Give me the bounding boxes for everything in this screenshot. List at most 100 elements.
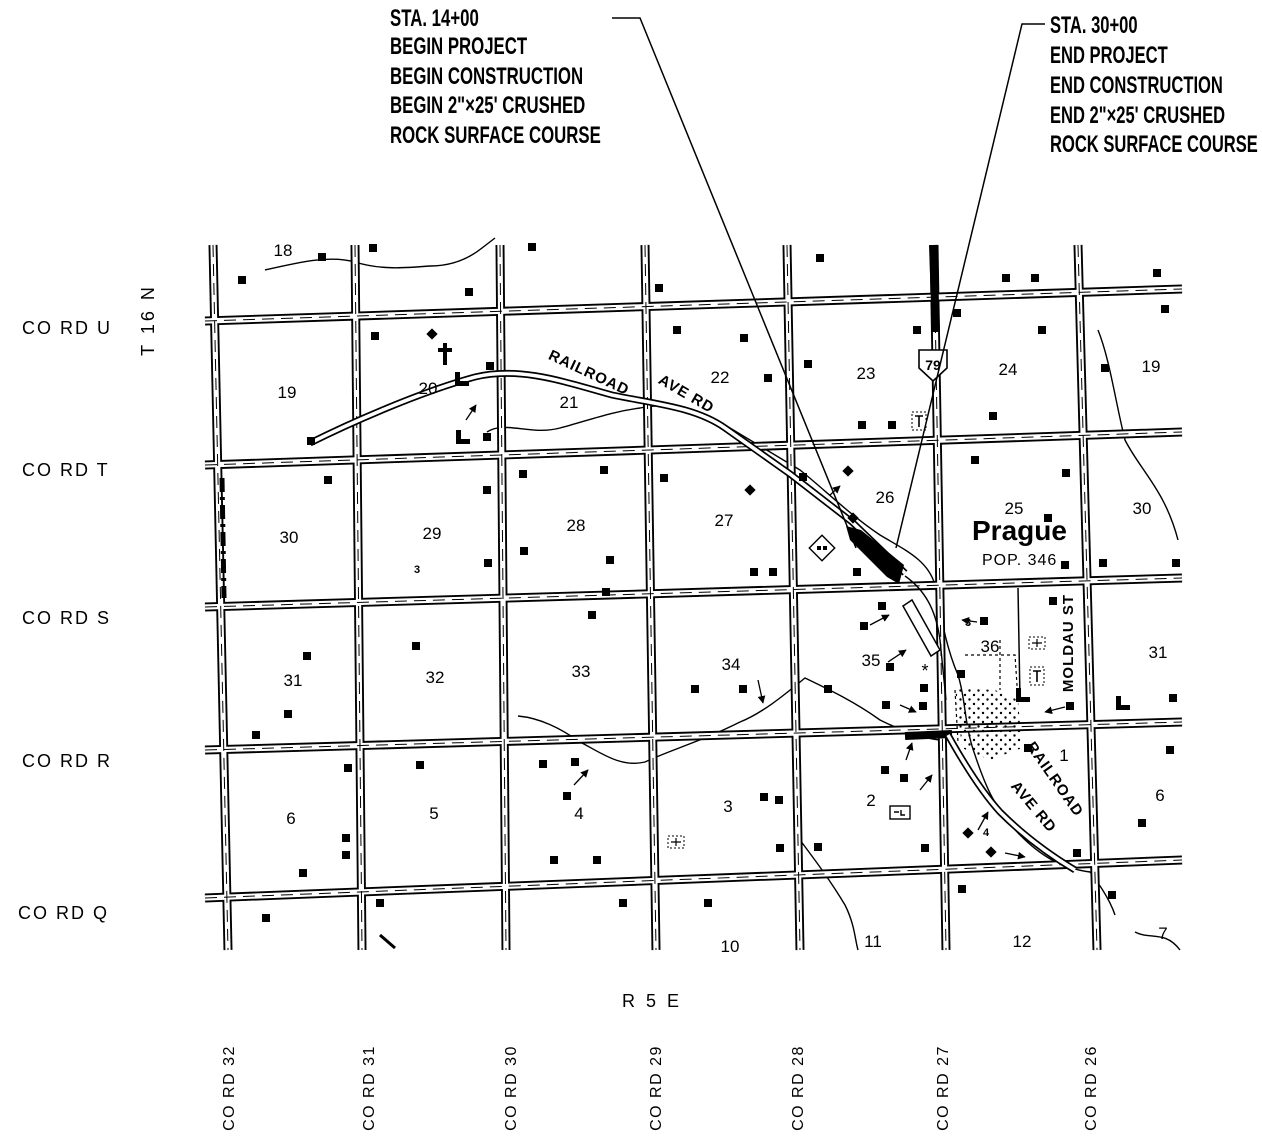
building-icon [303, 652, 311, 660]
stream-line [517, 677, 941, 764]
building-icon [342, 851, 350, 859]
building-icon [881, 766, 889, 774]
railroad-edge [944, 733, 1077, 874]
building-icon [416, 761, 424, 769]
map-labels: STA. 14+00 BEGIN PROJECT BEGIN CONSTRUCT… [18, 5, 1258, 1131]
building-icon [921, 844, 929, 852]
begin-surface-label: BEGIN 2"×25' CRUSHED [390, 92, 585, 119]
stream-line [1097, 329, 1179, 541]
arrow-icon [887, 649, 907, 663]
arrow-icon [919, 774, 933, 791]
building-icon [252, 731, 260, 739]
section-number: 19 [278, 383, 297, 402]
building-icon [1031, 274, 1039, 282]
road-label-co-rd-28: CO RD 28 [790, 1045, 807, 1131]
building-icon [860, 622, 868, 630]
road-fill [204, 857, 1183, 901]
road-label-co-rd-s: CO RD S [22, 608, 111, 628]
section-number: 34 [722, 655, 741, 674]
section-number: 18 [274, 241, 293, 260]
school-diamond [808, 534, 836, 562]
building-icon [1169, 694, 1177, 702]
building-icon [588, 611, 596, 619]
diamond-icon [962, 827, 974, 839]
road-centerline [499, 244, 507, 951]
building-icon [238, 276, 246, 284]
building-icon [900, 774, 908, 782]
section-number: 23 [857, 364, 876, 383]
tower-icon [911, 411, 927, 431]
building-icon [550, 856, 558, 864]
end-callout-leader [895, 23, 1045, 549]
arrow-icon [977, 811, 989, 831]
pointer-arrows [465, 404, 1066, 860]
project-road-segment [929, 244, 940, 333]
arrow-icon [829, 485, 841, 496]
section-number: 12 [1013, 932, 1032, 951]
road-label-co-rd-q: CO RD Q [18, 903, 109, 923]
building-icon [980, 617, 988, 625]
elevator-rectangle [902, 598, 941, 658]
tower-glyph [1033, 670, 1041, 682]
building-icon [878, 602, 886, 610]
end-surface-course-label: ROCK SURFACE COURSE [1050, 131, 1258, 158]
section-number: 5 [429, 804, 438, 823]
building-icon [814, 843, 822, 851]
building-icon [888, 421, 896, 429]
begin-station-label: STA. 14+00 [390, 5, 479, 32]
begin-surface-course-label: ROCK SURFACE COURSE [390, 122, 601, 149]
building-icon [853, 568, 861, 576]
building-icon [739, 685, 747, 693]
section-number: 21 [560, 393, 579, 412]
road-centerlines [204, 244, 1183, 951]
building-icon [342, 834, 350, 842]
section-number: 4 [574, 804, 583, 823]
building-icon [1002, 274, 1010, 282]
section-number: 30 [1133, 499, 1152, 518]
road-centerline [204, 288, 1183, 322]
building-icon [919, 702, 927, 710]
road-centerline [1077, 244, 1098, 951]
building-icon [660, 474, 668, 482]
building-icon [704, 899, 712, 907]
road-centerline [644, 244, 657, 951]
school-diamond-mark [817, 546, 827, 550]
building-icon [691, 685, 699, 693]
building-icon [486, 362, 494, 370]
section-number: 2 [866, 791, 875, 810]
stream-line [799, 839, 859, 951]
building-icon [412, 642, 420, 650]
building-icon [606, 556, 614, 564]
building-icon [1153, 269, 1161, 277]
arrow-icon [961, 617, 978, 625]
small-box [889, 805, 911, 820]
building-icon [563, 792, 571, 800]
building-icon [740, 334, 748, 342]
arrow-icon [465, 404, 477, 421]
building-icon [775, 796, 783, 804]
building-icon [655, 284, 663, 292]
building-icon [465, 288, 473, 296]
abandoned-road-segment [219, 477, 227, 599]
spur-line [904, 575, 947, 701]
l-shaped-building-icon [1116, 696, 1130, 710]
road-label-co-rd-26: CO RD 26 [1083, 1045, 1100, 1131]
map-marks [204, 17, 1183, 951]
section-number: 28 [567, 516, 586, 535]
moldau-st-line [1017, 587, 1021, 701]
building-icon [602, 588, 610, 596]
section-number: 6 [286, 809, 295, 828]
end-project-label: END PROJECT [1050, 42, 1168, 69]
section-number: 31 [1149, 643, 1168, 662]
small-label: 4 [983, 827, 990, 839]
road-fill [204, 429, 1183, 468]
section-number: 19 [1142, 357, 1161, 376]
building-icon [299, 869, 307, 877]
building-icon [1038, 326, 1046, 334]
town-boundary [954, 640, 1019, 743]
building-icon [804, 360, 812, 368]
cross-icon [438, 343, 452, 365]
section-number: 27 [715, 511, 734, 530]
road-label-co-rd-r: CO RD R [22, 751, 112, 771]
l-shaped-building-icon [456, 430, 470, 444]
